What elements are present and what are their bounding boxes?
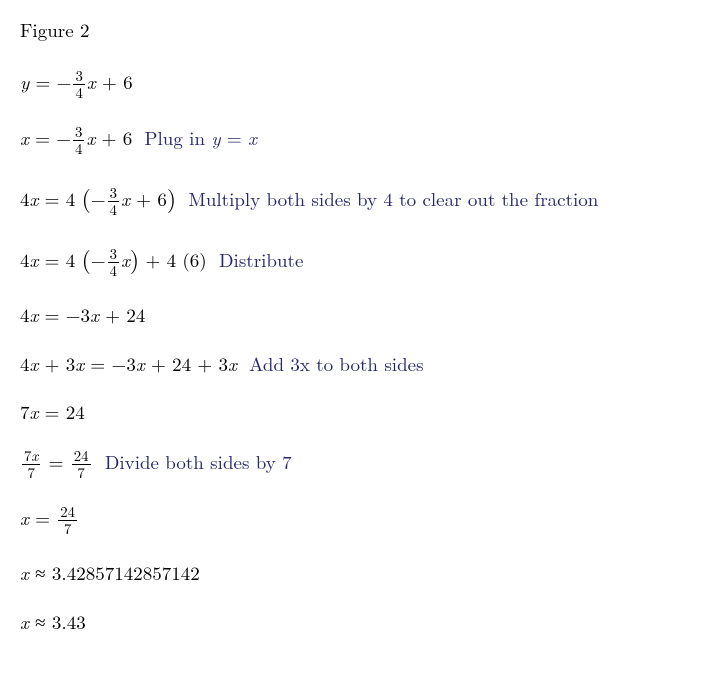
math-operator: 4	[20, 350, 30, 377]
math-variable: x	[228, 350, 237, 377]
step-comment: Multiply both sides by 4 to clear out th…	[182, 185, 598, 212]
math-operator: + 4 (6)	[139, 246, 207, 273]
fraction-denominator: 4	[73, 141, 84, 157]
math-operator: 4	[20, 301, 30, 328]
math-variable: x	[121, 246, 130, 273]
math-step: 7x7 = 247 Divide both sides by 7	[20, 449, 683, 481]
fraction-denominator: 7	[58, 521, 77, 537]
math-step: x = 247	[20, 505, 683, 537]
math-operator: = −3	[38, 301, 90, 328]
paren: )	[130, 241, 139, 275]
math-step: x ≈ 3.42857142857142	[20, 561, 683, 586]
math-operator: 7	[20, 398, 30, 425]
math-variable: x	[20, 504, 29, 531]
fraction: 34	[73, 68, 84, 100]
math-step: 7x = 24	[20, 400, 683, 425]
math-variable: x	[136, 350, 145, 377]
math-variable: x	[90, 301, 99, 328]
math-step: x ≈ 3.43	[20, 610, 683, 635]
fraction: 34	[108, 185, 119, 217]
math-operator: + 24 + 3	[145, 350, 228, 377]
math-variable: x	[121, 185, 130, 212]
paren: (	[82, 180, 91, 214]
step-comment: Add 3x to both sides	[243, 350, 424, 377]
math-operator: 4	[20, 185, 30, 212]
math-step: 4x + 3x = −3x + 24 + 3x Add 3x to both s…	[20, 352, 683, 377]
math-operator: + 6	[96, 68, 133, 95]
math-variable: x	[75, 350, 84, 377]
math-variable: x	[20, 124, 29, 151]
math-operator: = −	[29, 124, 71, 151]
math-operator: ≈ 3.43	[29, 608, 86, 635]
math-step: 4x = 4 (−34x) + 4 (6) Distribute	[20, 242, 683, 279]
math-operator: −	[91, 246, 106, 273]
math-step: 4x = −3x + 24	[20, 303, 683, 328]
fraction: 247	[72, 448, 91, 480]
fraction: 247	[58, 504, 77, 536]
fraction-denominator: 4	[108, 202, 119, 218]
fraction-denominator: 7	[22, 465, 40, 481]
math-operator: + 24	[99, 301, 145, 328]
paren: )	[167, 180, 176, 214]
comment-text: Distribute	[213, 246, 304, 273]
math-operator: = 4	[38, 185, 81, 212]
math-operator: + 6	[130, 185, 167, 212]
math-variable: y	[211, 124, 220, 151]
figure-title: Figure 2	[20, 16, 683, 43]
step-comment: Plug in y = x	[138, 124, 257, 151]
math-variable: x	[20, 608, 29, 635]
fraction-denominator: 4	[108, 263, 119, 279]
step-comment: Distribute	[213, 246, 304, 273]
math-operator: =	[42, 448, 69, 475]
comment-text: Add 3x to both sides	[243, 350, 424, 377]
math-variable: x	[248, 124, 257, 151]
math-operator: = 24	[38, 398, 84, 425]
math-operator: = 4	[38, 246, 81, 273]
comment-text: =	[221, 124, 248, 151]
math-operator: ≈ 3.42857142857142	[29, 559, 200, 586]
paren: (	[82, 241, 91, 275]
fraction-denominator: 7	[72, 465, 91, 481]
math-step: x = −34x + 6 Plug in y = x	[20, 125, 683, 157]
math-operator: =	[29, 504, 56, 531]
fraction-denominator: 4	[73, 85, 84, 101]
fraction: 7x7	[22, 448, 40, 480]
fraction: 34	[73, 124, 84, 156]
math-operator: 4	[20, 246, 30, 273]
math-operator: = −	[29, 68, 71, 95]
math-operator: + 3	[38, 350, 75, 377]
math-step: y = −34x + 6	[20, 69, 683, 101]
comment-text: Plug in	[138, 124, 211, 151]
math-variable: x	[87, 68, 96, 95]
math-variable: x	[86, 124, 95, 151]
steps-container: y = −34x + 6x = −34x + 6 Plug in y = x4x…	[20, 69, 683, 635]
step-comment: Divide both sides by 7	[99, 448, 292, 475]
math-step: 4x = 4 (−34x + 6) Multiply both sides by…	[20, 181, 683, 218]
comment-text: Divide both sides by 7	[99, 448, 292, 475]
fraction: 34	[108, 246, 119, 278]
math-variable: x	[20, 559, 29, 586]
math-operator: −	[91, 185, 106, 212]
math-operator: = −3	[84, 350, 136, 377]
math-variable: y	[20, 68, 29, 95]
math-operator: + 6	[95, 124, 132, 151]
math-operator: 7	[27, 462, 34, 483]
comment-text: Multiply both sides by 4 to clear out th…	[182, 185, 598, 212]
